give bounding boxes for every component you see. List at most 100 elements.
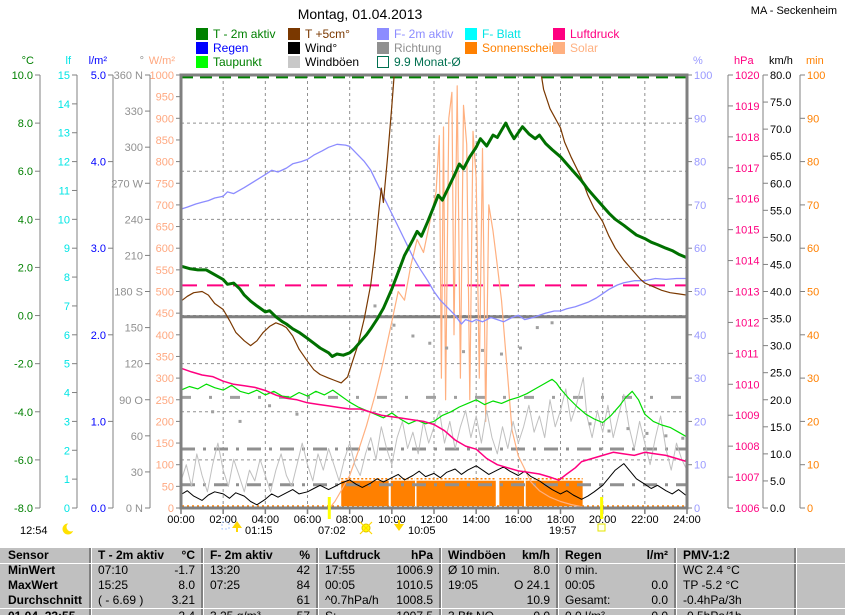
legend-swatch-icon (553, 42, 565, 54)
svg-text:70: 70 (694, 200, 706, 212)
svg-text:1015: 1015 (735, 225, 759, 237)
table-cell: -0.4hPa/3h (683, 593, 742, 607)
sunshine-bars (182, 477, 686, 507)
svg-text:270 W: 270 W (111, 178, 143, 190)
svg-text:07:02: 07:02 (318, 525, 346, 537)
svg-text:l/m²: l/m² (89, 55, 108, 67)
svg-text:1019: 1019 (735, 101, 759, 113)
svg-text:12:54: 12:54 (20, 525, 48, 537)
svg-text:6: 6 (64, 330, 70, 342)
svg-text:90 O: 90 O (119, 395, 143, 407)
svg-text:1016: 1016 (735, 194, 759, 206)
legend-swatch-icon (377, 28, 389, 40)
svg-text:5.0: 5.0 (91, 70, 106, 82)
table-cell: 19:05 O 24.1 (448, 578, 550, 592)
svg-text:1013: 1013 (735, 287, 759, 299)
axis-km/h: 80.0 75.0 70.0 65.0 60.0 55.0 50.0 45.0 40.0 35.0… (762, 55, 793, 515)
svg-text:1018: 1018 (735, 132, 759, 144)
svg-text:1020: 1020 (735, 70, 759, 82)
svg-text:60: 60 (131, 431, 143, 443)
svg-text:360 N: 360 N (114, 70, 143, 82)
table-cell: Regen l/m² (565, 548, 668, 562)
series-line (182, 143, 686, 325)
svg-text:700: 700 (156, 200, 174, 212)
svg-text:240: 240 (125, 214, 143, 226)
svg-text:80: 80 (807, 157, 819, 169)
table-cell: -0.5hPa/1h (675, 609, 795, 615)
svg-text:330: 330 (125, 106, 143, 118)
svg-text:°C: °C (22, 55, 34, 67)
svg-text:30: 30 (694, 373, 706, 385)
svg-text:80: 80 (694, 157, 706, 169)
svg-text:50: 50 (162, 481, 174, 493)
svg-text:5.0: 5.0 (770, 476, 785, 488)
svg-text:1000: 1000 (150, 70, 174, 82)
axis-°: 360 N 330 300 270 W 240 210 180 S 150 120 90 O 60 3… (111, 55, 151, 515)
svg-text:10: 10 (58, 214, 70, 226)
svg-text:450: 450 (156, 308, 174, 320)
svg-text:1007: 1007 (735, 472, 759, 484)
legend-swatch-icon (465, 42, 477, 54)
series-line (182, 378, 686, 438)
svg-text:12:00: 12:00 (420, 514, 448, 526)
table-cell: 13:20 42 (210, 563, 310, 577)
series-line (329, 85, 587, 507)
svg-text:150: 150 (156, 438, 174, 450)
svg-text:400: 400 (156, 330, 174, 342)
svg-text:60: 60 (694, 243, 706, 255)
legend-item: F- Blatt (465, 27, 521, 41)
svg-text:7: 7 (64, 301, 70, 313)
svg-text:1.0: 1.0 (91, 416, 106, 428)
svg-text:45.0: 45.0 (770, 259, 791, 271)
table-cell: 0 min. (565, 563, 598, 577)
svg-text:1009: 1009 (735, 410, 759, 422)
svg-text:0 N: 0 N (126, 503, 143, 515)
svg-text:30: 30 (131, 467, 143, 479)
svg-text:4.0: 4.0 (18, 214, 33, 226)
svg-text:km/h: km/h (769, 55, 793, 67)
column-separator (674, 548, 677, 615)
table-cell: Ø 10 min. 8.0 (448, 563, 550, 577)
svg-text:550: 550 (156, 265, 174, 277)
table-cell: Gesamt: 0.0 (565, 593, 668, 607)
legend-item: T - 2m aktiv (196, 27, 276, 41)
table-row: MinWert 07:10 -1.7 13:20 42 17:55 1006.9 Ø 10 m… (0, 563, 845, 578)
svg-text:30: 30 (807, 373, 819, 385)
x-axis-labels: 00:00 02:00 04:00 06:00 08:00 10:00 12:00 14:00… (167, 509, 701, 526)
legend-item: T +5cm° (288, 27, 350, 41)
axis-hPa: 1020 1019 1018 1017 1016 1015 1014 1013 1012 1011… (727, 55, 759, 515)
svg-text:100: 100 (694, 70, 712, 82)
moonset-icon (394, 520, 404, 531)
svg-text:4.0: 4.0 (91, 157, 106, 169)
svg-text:1011: 1011 (735, 348, 759, 360)
svg-text:20: 20 (807, 416, 819, 428)
table-cell: ^0.7hPa/h 1008.5 (325, 593, 433, 607)
svg-text:850: 850 (156, 135, 174, 147)
table-cell: 10.9 (526, 593, 550, 607)
svg-text:W/m²: W/m² (149, 55, 176, 67)
svg-text:°: ° (140, 55, 144, 67)
weather-chart: 10.08.06.04.02.00.0-2.0-4.0-6.0-8.0°C151… (12, 55, 826, 537)
svg-text:min: min (806, 55, 824, 67)
svg-text:150: 150 (125, 323, 143, 335)
legend-item: Solar (553, 41, 598, 55)
table-row: MaxWert 15:25 8.0 07:25 84 00:05 1010.5 19:05 O … (0, 578, 845, 593)
table-cell: 2.4 (90, 609, 202, 615)
column-separator (439, 548, 442, 615)
table-cell: PMV-1:2 (683, 548, 730, 562)
svg-text:-8.0: -8.0 (14, 503, 33, 515)
legend-label: Sonnenschein (482, 41, 559, 55)
svg-text:11: 11 (59, 185, 70, 197)
svg-text:8: 8 (64, 272, 70, 284)
svg-text:-4.0: -4.0 (14, 407, 33, 419)
legend-swatch-icon (288, 56, 300, 68)
legend-item: Luftdruck (553, 27, 619, 41)
legend-label: T - 2m aktiv (213, 27, 276, 41)
svg-text:210: 210 (125, 250, 143, 262)
svg-text:900: 900 (156, 113, 174, 125)
svg-text:90: 90 (807, 113, 819, 125)
legend-swatch-icon (377, 56, 389, 68)
